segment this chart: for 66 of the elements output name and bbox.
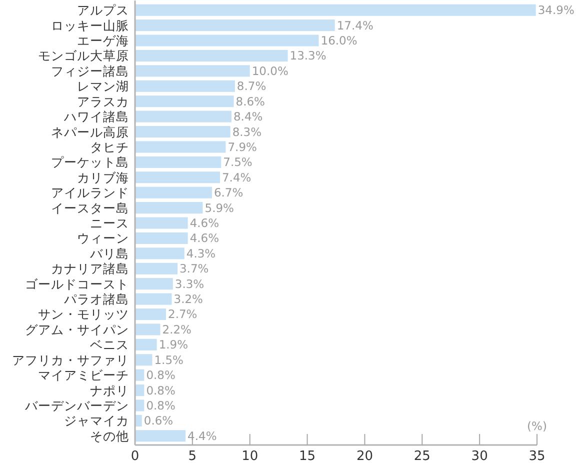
y-tick-label: バーデンバーデン [24,398,129,413]
data-label: 6.7% [214,186,244,200]
data-label: 2.2% [162,322,192,336]
y-tick-label: サン・モリッツ [38,306,129,322]
y-tick-label: ナポリ [90,382,129,398]
data-label: 8.3% [232,124,262,139]
data-label: 8.7% [236,79,266,94]
x-tick-label: 0 [130,449,140,463]
y-tick-label: モンゴル大草原 [38,48,129,64]
data-label: 0.8% [146,383,176,398]
y-tick-label: ニース [90,216,129,230]
y-tick-label: イースター島 [51,200,129,216]
data-label: 16.0% [320,34,358,48]
y-tick-label: パラオ諸島 [63,292,129,307]
data-label: 34.9% [538,3,574,18]
x-tick-label: 5 [188,449,197,463]
data-label: 7.9% [228,140,258,154]
y-tick-label: バリ島 [89,246,129,261]
data-label: 3.7% [179,262,209,276]
data-label: 5.9% [204,200,234,215]
data-label: 7.5% [223,155,252,170]
data-label: 3.2% [174,292,204,306]
y-tick-label: アイルランド [51,185,129,200]
y-tick-label: ネパール高原 [51,124,129,140]
y-tick-label: その他 [90,428,129,444]
y-tick-label: アラスカ [77,94,129,109]
y-tick-label: ジャマイカ [64,413,129,428]
y-tick-label: レマン湖 [77,78,129,94]
y-tick-label: アルプス [77,2,129,18]
y-tick-label: グアム・サイパン [25,322,129,337]
y-tick-label: ウィーン [77,230,129,246]
x-tick-label: 15 [299,449,316,463]
data-label: 7.4% [222,170,252,184]
data-label: 0.8% [146,368,176,382]
x-tick-label: 10 [242,449,258,463]
data-label: 0.6% [144,414,174,428]
y-tick-label: カナリア諸島 [51,261,129,276]
data-label: 3.3% [174,276,204,291]
x-axis-title: (%) [527,419,547,433]
data-label: 8.6% [236,94,266,108]
y-tick-label: アフリカ・サファリ [12,352,129,368]
data-label: 4.6% [190,231,220,246]
data-label: 4.3% [186,246,216,260]
y-tick-label: ロッキー山脈 [51,18,129,33]
data-label: 1.5% [154,352,184,367]
data-label: 1.9% [158,338,188,352]
x-tick-label: 35 [528,449,546,463]
data-label: 2.7% [168,307,198,322]
y-tick-label: フィジー諸島 [51,63,129,78]
data-label: 17.4% [336,18,374,32]
data-label: 10.0% [252,64,288,78]
y-tick-label: エーゲ海 [77,33,129,48]
x-tick-label: 25 [414,449,430,463]
x-tick-label: 20 [356,449,373,463]
y-tick-label: カリブ海 [77,170,129,185]
data-label: 0.8% [146,398,176,412]
y-tick-label: ハワイ諸島 [63,109,129,124]
y-tick-label: マイアミビーチ [38,368,129,383]
y-tick-label: ベニス [90,337,129,352]
data-label: 4.6% [190,216,220,230]
data-label: 13.3% [290,48,326,63]
y-tick-label: ゴールドコースト [25,276,129,292]
x-tick-label: 30 [471,449,488,463]
y-tick-label: タヒチ [90,139,129,154]
y-tick-label: プーケット島 [51,154,129,170]
data-label: 8.4% [233,110,263,124]
